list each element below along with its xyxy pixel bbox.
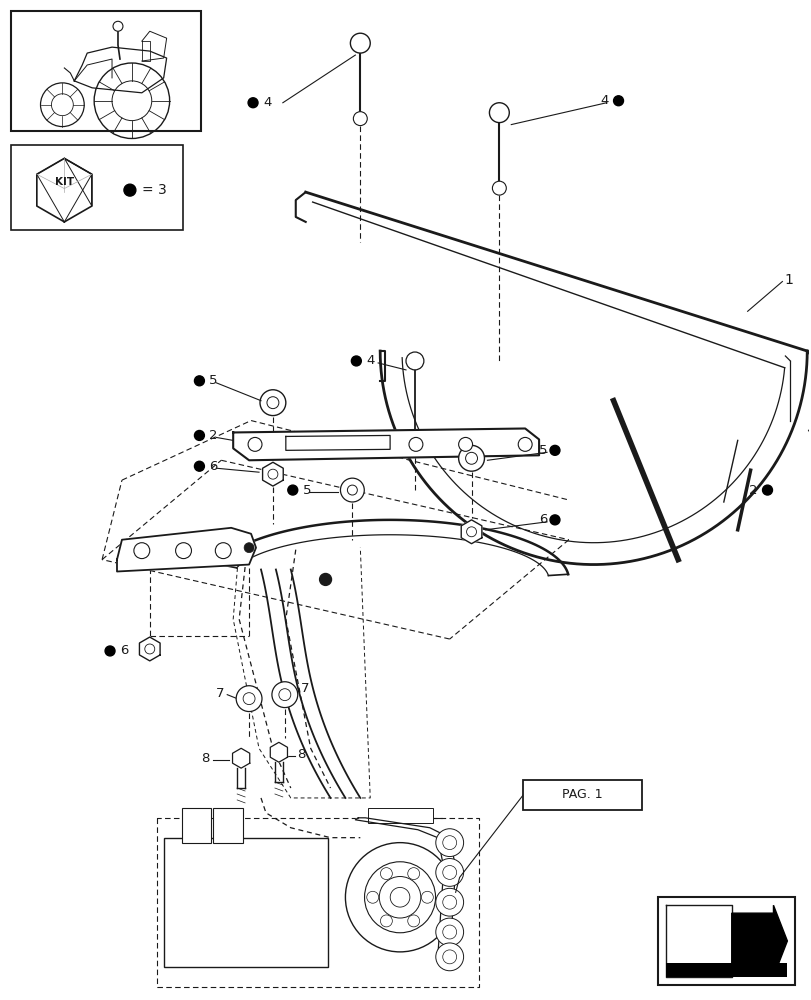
Circle shape: [421, 891, 433, 903]
Circle shape: [436, 888, 463, 916]
Circle shape: [244, 543, 254, 553]
Polygon shape: [270, 742, 287, 762]
Circle shape: [236, 686, 262, 712]
Circle shape: [549, 515, 560, 525]
Circle shape: [248, 437, 262, 451]
Circle shape: [406, 352, 423, 370]
Circle shape: [517, 437, 531, 451]
Circle shape: [436, 829, 463, 857]
Text: 6: 6: [120, 644, 128, 657]
Circle shape: [260, 390, 285, 416]
Polygon shape: [233, 428, 539, 460]
Circle shape: [124, 184, 135, 196]
Circle shape: [436, 943, 463, 971]
Text: 7: 7: [216, 687, 225, 700]
Circle shape: [215, 543, 231, 559]
Circle shape: [458, 445, 484, 471]
Circle shape: [134, 543, 149, 559]
Circle shape: [350, 33, 370, 53]
Bar: [665, 963, 787, 977]
Circle shape: [351, 356, 361, 366]
Circle shape: [409, 437, 423, 451]
Circle shape: [320, 573, 331, 585]
Circle shape: [175, 543, 191, 559]
Circle shape: [491, 181, 506, 195]
Text: 6: 6: [538, 513, 547, 526]
Circle shape: [380, 868, 392, 880]
Text: 6: 6: [209, 460, 217, 473]
Polygon shape: [232, 748, 250, 768]
Circle shape: [407, 915, 419, 927]
Text: 2: 2: [749, 484, 757, 497]
Circle shape: [345, 843, 454, 952]
Polygon shape: [262, 462, 283, 486]
Circle shape: [436, 859, 463, 886]
Circle shape: [379, 877, 420, 918]
Polygon shape: [139, 637, 160, 661]
Text: 5: 5: [303, 484, 311, 497]
Text: 5: 5: [538, 444, 547, 457]
Circle shape: [458, 437, 472, 451]
Text: 4: 4: [263, 96, 271, 109]
Polygon shape: [731, 905, 787, 977]
Polygon shape: [355, 818, 455, 962]
Text: 8: 8: [296, 748, 305, 761]
Text: 4: 4: [366, 354, 374, 367]
Circle shape: [272, 682, 298, 708]
Circle shape: [113, 21, 122, 31]
Text: KIT: KIT: [54, 177, 74, 187]
Bar: [182, 808, 211, 843]
Bar: [11, 11, 201, 131]
Text: PAG. 1: PAG. 1: [562, 788, 603, 801]
Text: 2: 2: [209, 429, 217, 442]
Text: 1: 1: [783, 273, 792, 287]
Circle shape: [436, 918, 463, 946]
Bar: [213, 808, 242, 843]
Text: 7: 7: [300, 682, 309, 695]
Text: 8: 8: [201, 752, 209, 765]
Circle shape: [194, 461, 204, 471]
Text: 5: 5: [209, 374, 217, 387]
Bar: [658, 897, 794, 985]
Circle shape: [194, 430, 204, 440]
Bar: [522, 780, 642, 810]
Bar: [164, 838, 327, 967]
Circle shape: [287, 485, 298, 495]
Circle shape: [613, 96, 623, 106]
Polygon shape: [461, 520, 481, 544]
Text: = 3: = 3: [142, 183, 166, 197]
Circle shape: [549, 445, 560, 455]
Polygon shape: [665, 905, 731, 977]
Circle shape: [248, 98, 258, 108]
Polygon shape: [285, 435, 389, 450]
Polygon shape: [117, 528, 255, 572]
Circle shape: [105, 646, 115, 656]
Bar: [368, 808, 432, 823]
Bar: [11, 145, 182, 230]
Circle shape: [380, 915, 392, 927]
Circle shape: [489, 103, 508, 123]
Circle shape: [367, 891, 378, 903]
Circle shape: [340, 478, 364, 502]
Circle shape: [407, 868, 419, 880]
Circle shape: [364, 862, 435, 933]
Text: 4: 4: [599, 94, 608, 107]
Polygon shape: [36, 158, 92, 222]
Circle shape: [194, 376, 204, 386]
Circle shape: [353, 112, 367, 126]
Circle shape: [390, 887, 410, 907]
Circle shape: [762, 485, 771, 495]
